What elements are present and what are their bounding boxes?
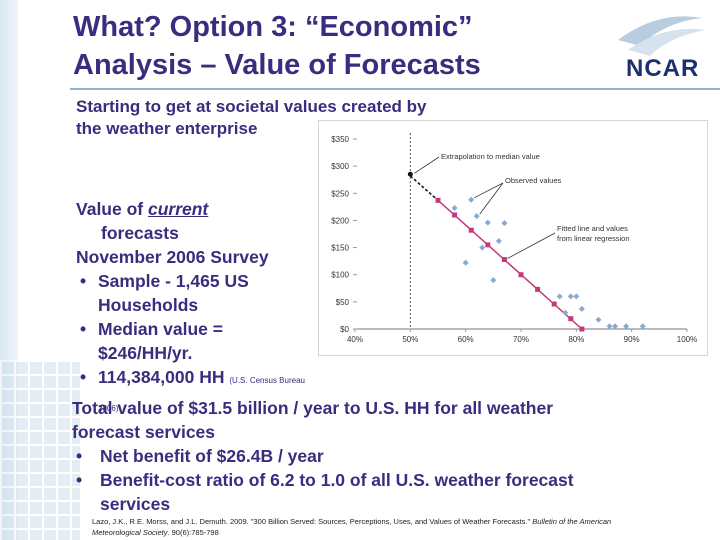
households-value: 114,384,000 HH	[98, 367, 225, 387]
observed-point	[495, 238, 502, 245]
households-source: (U.S. Census Bureau 2006)	[98, 376, 305, 413]
fitted-point	[568, 316, 574, 322]
title-line-1: What? Option 3: “Economic”	[73, 11, 473, 43]
annotation-observed: Observed values	[505, 176, 562, 185]
total-value-text: Total value of $31.5 billion / year to U…	[72, 396, 712, 516]
observed-point	[612, 323, 619, 330]
total-line-1: Total value of $31.5 billion / year to U…	[72, 398, 554, 418]
annotation-median-arrow	[414, 156, 440, 174]
annotation-observed-arrow-1	[474, 182, 504, 199]
extrapolation-line	[409, 175, 439, 201]
background-pattern	[0, 360, 80, 540]
annotation-fitted-arrow	[507, 232, 556, 259]
ncar-logo: NCAR	[610, 10, 710, 90]
observed-point	[606, 323, 613, 330]
survey-date: November 2006 Survey	[76, 247, 269, 267]
observed-point	[556, 293, 563, 300]
bullet-sample: Sample - 1,465 US	[76, 269, 326, 293]
value-chart: $0 $50 $100 $150 $200 $250 $300 $350 40% 50% 60% 70…	[318, 120, 708, 356]
value-heading: Value of current	[76, 197, 326, 221]
x-tick-label: 100%	[677, 335, 697, 344]
bullet-net-benefit: Net benefit of $26.4B / year	[72, 444, 712, 468]
bullet-sample-2: Households	[98, 295, 199, 315]
fitted-point	[501, 257, 507, 263]
fitted-point	[468, 227, 474, 233]
x-tick-label: 80%	[568, 335, 584, 344]
observed-point	[468, 196, 475, 203]
x-tick-label: 90%	[624, 335, 640, 344]
logo-label: NCAR	[626, 55, 700, 82]
bullet-benefit-cost: Benefit-cost ratio of 6.2 to 1.0 of all …	[72, 468, 712, 492]
value-heading-2: forecasts	[101, 223, 179, 243]
y-tick-label: $300	[331, 162, 349, 171]
citation-journal-2: Meteorological Society	[92, 528, 168, 537]
x-tick-label: 40%	[347, 335, 363, 344]
title-line-2: Analysis – Value of Forecasts	[73, 49, 481, 81]
fitted-point	[518, 272, 524, 278]
x-tick-label: 50%	[402, 335, 418, 344]
observed-point	[451, 204, 458, 211]
subtitle: Starting to get at societal values creat…	[76, 96, 427, 140]
observed-point	[623, 323, 630, 330]
x-tick-label: 60%	[458, 335, 474, 344]
observed-point	[479, 244, 486, 251]
survey-text: Value of current forecasts November 2006…	[76, 197, 326, 421]
annotation-median: Extrapolation to median value	[441, 152, 540, 161]
fitted-line	[437, 199, 583, 330]
observed-point	[484, 219, 491, 226]
observed-point	[595, 316, 602, 323]
observed-point	[567, 293, 574, 300]
fitted-point	[452, 212, 458, 218]
y-tick-label: $350	[331, 135, 349, 144]
subtitle-line-1: Starting to get at societal values creat…	[76, 97, 427, 116]
observed-point	[578, 305, 585, 312]
citation-authors: Lazo, J.K., R.E. Morss, and J.L. Demuth.…	[92, 517, 531, 526]
value-emphasis: current	[147, 199, 209, 219]
fitted-point	[485, 242, 491, 248]
subtitle-line-2: the weather enterprise	[76, 119, 258, 138]
citation-issue: . 90(6):785-798	[167, 528, 219, 537]
observed-point	[490, 277, 497, 284]
bullet-benefit-cost-2: services	[100, 494, 171, 514]
observed-point	[562, 309, 569, 316]
fitted-point	[551, 301, 557, 307]
y-tick-label: $150	[331, 244, 349, 253]
bullet-households: 114,384,000 HH (U.S. Census Bureau 2006)	[76, 365, 326, 421]
total-line-2: forecast services	[72, 422, 216, 442]
observed-point	[639, 323, 646, 330]
y-tick-label: $250	[331, 189, 349, 198]
y-tick-label: $200	[331, 216, 349, 225]
title-divider	[70, 88, 720, 90]
citation-journal: Bulletin of the American	[532, 517, 612, 526]
bullet-median-2: $246/HH/yr.	[98, 343, 193, 363]
fitted-point	[579, 326, 585, 332]
slide-title: What? Option 3: “Economic” Analysis – Va…	[73, 8, 593, 84]
annotation-observed-arrow-2	[479, 182, 504, 215]
fitted-point	[435, 197, 441, 203]
chart-svg: $0 $50 $100 $150 $200 $250 $300 $350 40% 50% 60% 70…	[331, 133, 697, 344]
y-tick-label: $50	[336, 298, 350, 307]
annotation-fitted-1: Fitted line and values	[557, 224, 628, 233]
y-tick-label: $0	[340, 325, 349, 334]
annotation-fitted-2: from linear regression	[557, 234, 630, 243]
y-tick-label: $100	[331, 271, 349, 280]
observed-point	[573, 293, 580, 300]
citation: Lazo, J.K., R.E. Morss, and J.L. Demuth.…	[92, 516, 702, 538]
observed-point	[501, 220, 508, 227]
x-tick-label: 70%	[513, 335, 529, 344]
fitted-point	[535, 286, 541, 292]
value-prefix: Value of	[76, 199, 148, 219]
observed-point	[473, 213, 480, 220]
ncar-swoosh-icon	[618, 16, 706, 56]
median-point	[407, 171, 413, 177]
observed-point	[462, 259, 469, 266]
bullet-median: Median value =	[76, 317, 326, 341]
